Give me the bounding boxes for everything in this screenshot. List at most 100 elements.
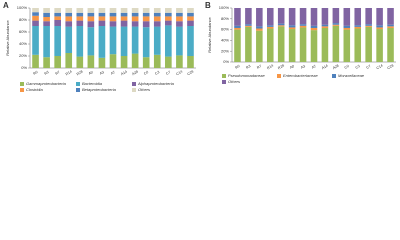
- bar-segment: [176, 16, 183, 22]
- x-tick-label: R0: [234, 64, 240, 70]
- bar-segment: [277, 25, 285, 27]
- bar-segment: [43, 17, 50, 22]
- bar-segment: [142, 8, 150, 13]
- x-tick-label: C0: [344, 64, 350, 70]
- x-tick-label: A28: [332, 64, 340, 71]
- x-tick-label: R28: [277, 64, 285, 71]
- bar-segment: [142, 27, 150, 58]
- y-tick-label: 0%: [21, 65, 27, 70]
- bar-segment: [43, 8, 50, 13]
- bar-segment: [387, 26, 394, 28]
- bar-segment: [153, 26, 161, 55]
- legend-label: Others: [138, 87, 150, 92]
- bar-segment: [332, 8, 340, 24]
- bar-segment: [365, 25, 372, 27]
- legend-label: Moraxellaceae: [338, 73, 365, 78]
- bar-segment: [54, 12, 61, 17]
- y-axis-label: Relative Abundance: [5, 19, 10, 55]
- bar-segment: [277, 26, 285, 62]
- legend-swatch: [132, 88, 136, 92]
- y-tick-label: 80%: [221, 16, 229, 21]
- panel-label: B: [205, 1, 211, 10]
- bar-segment: [98, 20, 106, 26]
- bar-segment: [266, 28, 274, 62]
- y-tick-label: 60%: [221, 27, 229, 32]
- bar-segment: [109, 21, 117, 27]
- bar-segment: [299, 25, 307, 28]
- x-tick-label: R28: [76, 70, 84, 77]
- bar-segment: [153, 21, 161, 27]
- bar-segment: [109, 8, 117, 13]
- bar-segment: [299, 24, 307, 26]
- bar-segment: [98, 57, 106, 68]
- bar-segment: [187, 8, 194, 13]
- legend-label: Enterobacteriaceae: [283, 73, 318, 78]
- y-tick-label: 0%: [223, 59, 229, 64]
- bar-segment: [376, 8, 383, 26]
- bar-segment: [76, 8, 84, 13]
- bar-segment: [288, 25, 296, 28]
- bar-segment: [187, 26, 194, 56]
- bar-segment: [176, 8, 183, 13]
- bar-segment: [131, 26, 139, 54]
- bar-segment: [65, 21, 73, 27]
- bar-segment: [310, 30, 318, 62]
- bar-segment: [365, 26, 372, 62]
- legend-swatch: [20, 82, 24, 86]
- legend-swatch: [76, 82, 80, 86]
- bar-segment: [54, 16, 61, 20]
- legend-swatch: [277, 74, 281, 78]
- bar-segment: [176, 21, 183, 27]
- bar-segment: [43, 21, 50, 26]
- x-tick-label: A28: [131, 70, 139, 77]
- bar-segment: [343, 29, 351, 63]
- bar-segment: [76, 56, 84, 68]
- bar-segment: [376, 27, 383, 30]
- bar-segment: [321, 24, 329, 27]
- bar-segment: [165, 56, 172, 68]
- bar-segment: [87, 21, 95, 28]
- x-tick-label: C7: [366, 64, 372, 70]
- bar-segment: [109, 12, 117, 17]
- bar-segment: [120, 26, 128, 56]
- legend-label: Others: [228, 79, 240, 84]
- x-tick-label: A14: [321, 64, 329, 71]
- legend-label: Gammaproteobacteria: [26, 81, 67, 86]
- y-tick-label: 20%: [221, 48, 229, 53]
- bar-segment: [387, 24, 394, 27]
- bar-segment: [354, 28, 362, 62]
- bar-segment: [376, 29, 383, 63]
- bar-segment: [245, 26, 252, 62]
- bar-segment: [354, 25, 362, 27]
- bar-segment: [76, 16, 84, 21]
- bar-segment: [245, 25, 252, 27]
- bar-segment: [120, 12, 128, 17]
- legend-label: Bacteroidia: [82, 81, 103, 86]
- page: {"chart_data": [ {"type": "stacked_bar",…: [3, 1, 396, 93]
- bar-segment: [234, 29, 241, 63]
- legend-swatch: [76, 88, 80, 92]
- bar-segment: [109, 54, 117, 68]
- bar-segment: [277, 23, 285, 26]
- bar-segment: [131, 21, 139, 27]
- x-tick-label: A7: [110, 70, 116, 76]
- bar-segment: [120, 8, 128, 13]
- bar-segment: [387, 8, 394, 25]
- bar-segment: [131, 16, 139, 22]
- bar-segment: [332, 25, 340, 62]
- x-tick-label: C3: [355, 64, 361, 70]
- bar-segment: [187, 56, 194, 68]
- bar-segment: [153, 12, 161, 17]
- bar-segment: [131, 12, 139, 17]
- bar-segment: [299, 27, 307, 62]
- bar-segment: [234, 8, 241, 26]
- legend-label: Pseudomonadaceae: [228, 73, 265, 78]
- y-tick-label: 100%: [17, 5, 28, 10]
- y-axis-label: Relative Abundance: [207, 16, 212, 52]
- bar-segment: [65, 26, 73, 53]
- bar-segment: [321, 27, 329, 62]
- legend-label: Alphaproteobacteria: [137, 81, 175, 86]
- bar-segment: [332, 24, 340, 26]
- bar-segment: [288, 8, 296, 26]
- bar-segment: [43, 57, 50, 68]
